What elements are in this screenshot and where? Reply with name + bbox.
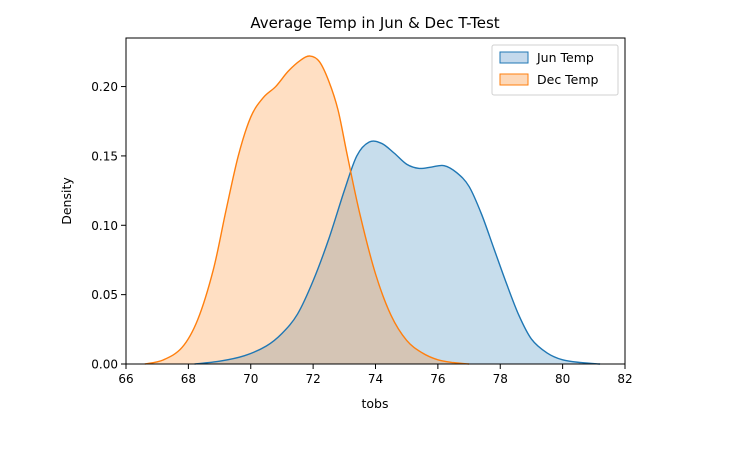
legend-label-dec: Dec Temp — [537, 72, 599, 87]
series-layer — [144, 55, 601, 365]
x-tick-label: 76 — [430, 372, 445, 386]
x-tick-label: 66 — [118, 372, 133, 386]
legend-swatch-dec — [499, 73, 529, 86]
x-axis-label: tobs — [362, 396, 389, 411]
legend: Jun Temp Dec Temp — [491, 44, 619, 96]
y-tick-label: 0.00 — [91, 358, 118, 372]
x-tick-label: 72 — [305, 372, 320, 386]
legend-swatch-jun — [499, 51, 529, 64]
x-tick-label: 70 — [243, 372, 258, 386]
x-axis: 66 68 70 72 74 76 78 80 82 — [118, 364, 633, 386]
x-tick-label: 74 — [368, 372, 383, 386]
x-tick-label: 78 — [493, 372, 508, 386]
legend-label-jun: Jun Temp — [536, 50, 594, 65]
y-tick-label: 0.15 — [91, 149, 118, 163]
density-area-dec-temp — [144, 56, 470, 365]
density-line-jun-temp — [194, 140, 601, 365]
x-tick-label: 80 — [555, 372, 570, 386]
chart-title: Average Temp in Jun & Dec T-Test — [250, 14, 499, 32]
density-line-dec-temp — [144, 55, 470, 365]
y-tick-label: 0.10 — [91, 219, 118, 233]
x-tick-label: 68 — [181, 372, 196, 386]
density-area-jun-temp — [194, 141, 601, 364]
x-tick-label: 82 — [617, 372, 632, 386]
y-axis-label: Density — [59, 177, 74, 225]
y-tick-label: 0.05 — [91, 288, 118, 302]
y-tick-label: 0.20 — [91, 80, 118, 94]
y-axis: 0.00 0.05 0.10 0.15 0.20 — [91, 80, 126, 372]
